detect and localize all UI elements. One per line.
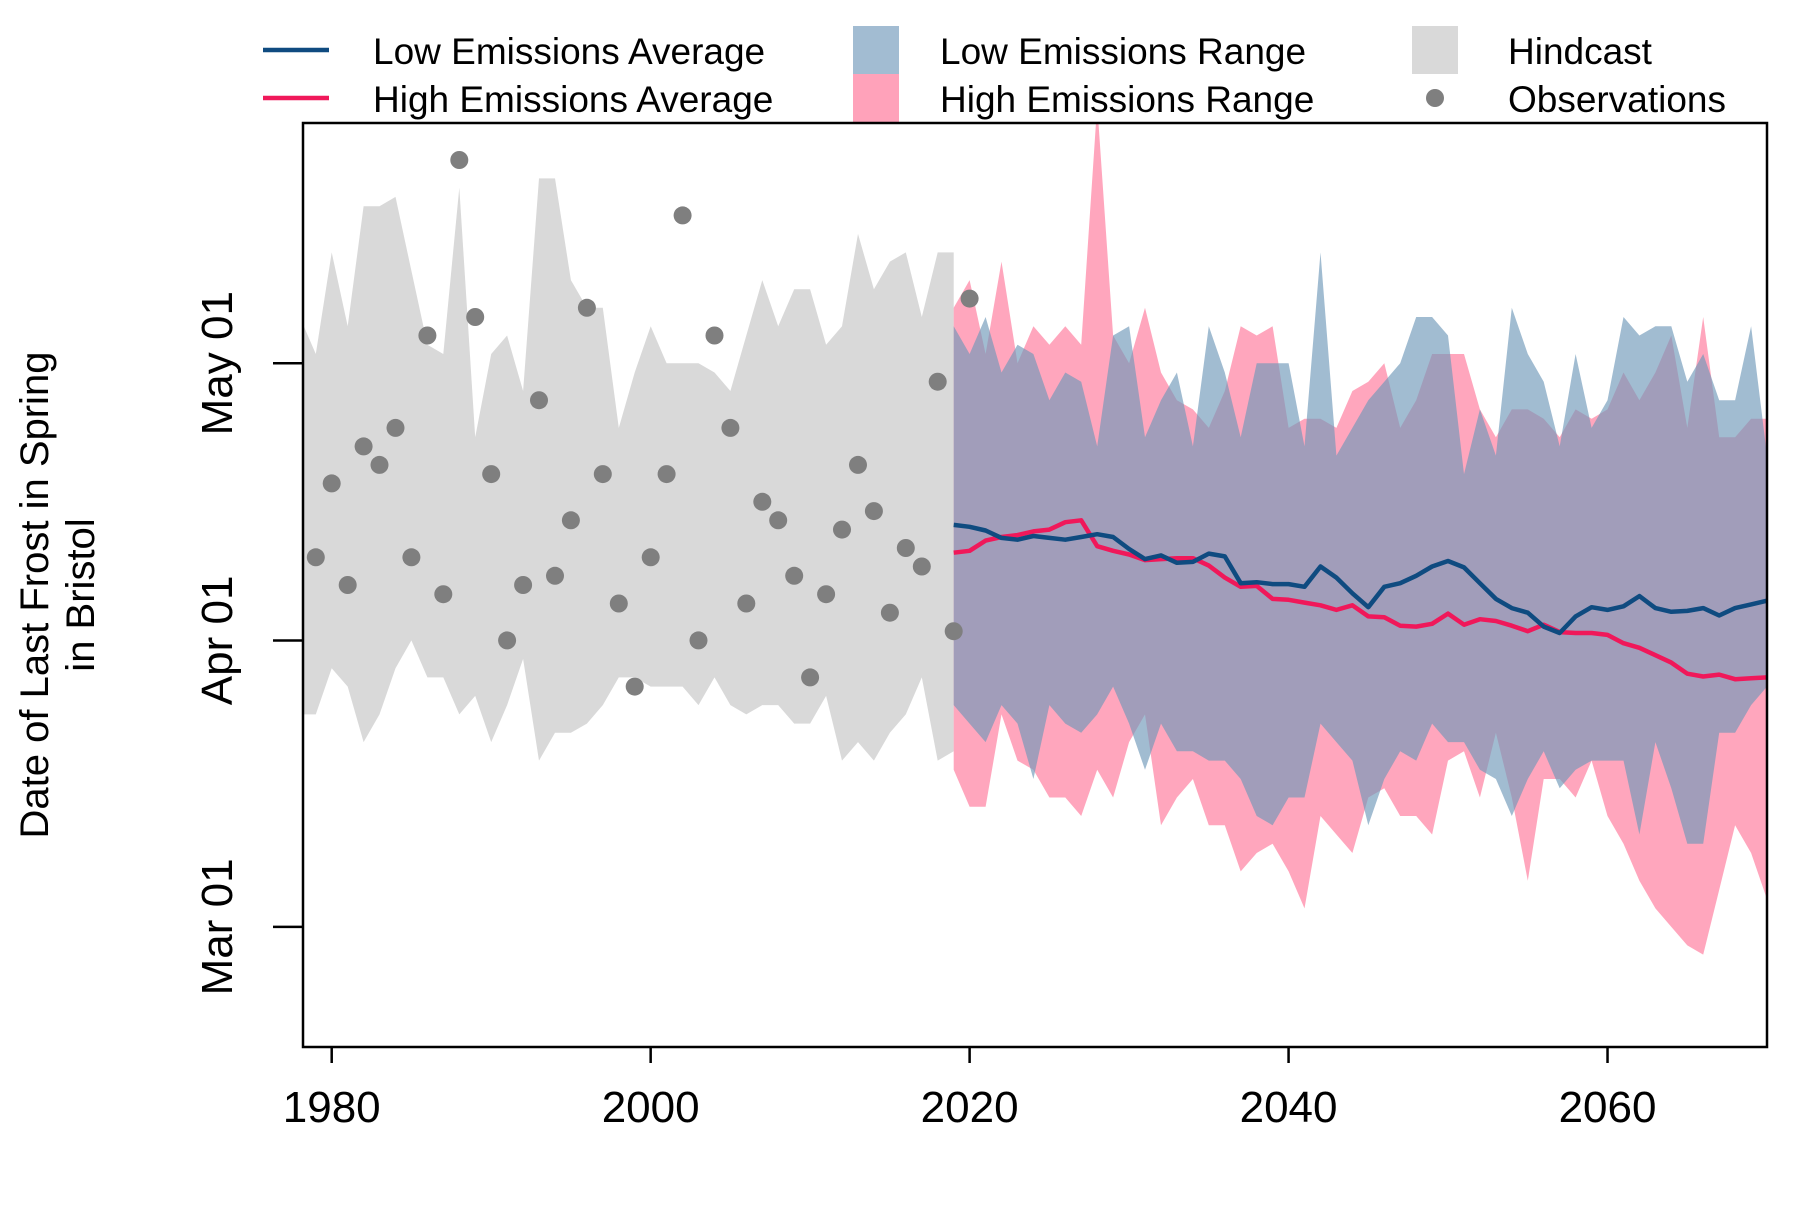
observation-point <box>849 455 867 474</box>
observation-point <box>418 326 437 345</box>
legend-swatch-box <box>853 74 899 122</box>
y-axis-title-line: in Bristol <box>59 518 103 671</box>
observation-point <box>386 418 405 437</box>
y-axis-title: Date of Last Frost in Springin Bristol <box>13 352 103 839</box>
legend-swatch-dot <box>1426 89 1444 107</box>
observations-layer <box>306 151 979 696</box>
observation-point <box>673 206 692 225</box>
y-tick-label: Apr 01 <box>193 576 242 706</box>
observation-point <box>466 308 485 326</box>
observation-point <box>514 576 533 594</box>
legend-label: Low Emissions Average <box>373 31 765 72</box>
observation-point <box>577 298 596 317</box>
legend-swatch-box <box>1412 26 1458 74</box>
observation-point <box>896 539 915 557</box>
observation-point <box>530 391 548 410</box>
legend-label: High Emissions Range <box>940 79 1314 120</box>
observation-point <box>880 603 899 622</box>
observation-point <box>546 566 564 585</box>
observation-point <box>769 511 788 530</box>
x-tick-label: 2020 <box>921 1083 1019 1132</box>
observation-point <box>625 677 644 696</box>
observation-point <box>944 622 963 641</box>
y-tick-label: Mar 01 <box>193 858 242 995</box>
x-tick-label: 2060 <box>1559 1083 1657 1132</box>
observation-point <box>370 455 389 474</box>
legend-label: Hindcast <box>1508 31 1653 72</box>
low-emissions-range-band <box>953 252 1767 844</box>
observation-point <box>912 557 931 576</box>
x-axis: 1980 2000 2020 2040 2060 <box>283 1047 1657 1132</box>
observation-point <box>689 631 708 650</box>
observation-point <box>354 437 373 456</box>
legend-label: High Emissions Average <box>373 79 773 120</box>
observation-point <box>928 372 947 391</box>
observation-point <box>450 151 469 169</box>
observation-point <box>306 548 325 567</box>
legend-swatch-box <box>853 26 899 74</box>
observation-point <box>593 465 612 484</box>
observation-point <box>434 585 453 604</box>
hindcast-band <box>303 178 954 761</box>
observation-point <box>801 668 820 687</box>
x-tick-label: 2040 <box>1240 1083 1338 1132</box>
legend: Low Emissions Average High Emissions Aver… <box>263 26 1726 122</box>
observation-point <box>338 576 357 594</box>
observation-point <box>721 418 740 437</box>
x-tick-label: 1980 <box>283 1083 381 1132</box>
hindcast-layer <box>303 178 954 761</box>
legend-label: Low Emissions Range <box>940 31 1306 72</box>
observation-point <box>482 465 501 484</box>
range-layer <box>953 123 1767 955</box>
plot-area <box>303 123 1767 955</box>
legend-label: Observations <box>1508 79 1726 120</box>
observation-point <box>609 594 628 613</box>
high-emissions-average-line <box>953 518 1767 682</box>
observation-point <box>785 566 804 585</box>
observation-point <box>817 585 836 604</box>
observation-point <box>322 474 341 493</box>
y-axis-title-line: Date of Last Frost in Spring <box>13 352 57 839</box>
observation-point <box>737 594 756 613</box>
observation-point <box>705 326 724 345</box>
y-tick-label: May 01 <box>193 291 242 435</box>
observation-point <box>864 502 883 521</box>
observation-point <box>641 548 660 567</box>
observation-point <box>657 465 676 484</box>
average-lines-layer <box>953 518 1767 682</box>
observation-point <box>498 631 517 650</box>
observation-point <box>753 492 772 511</box>
observation-point <box>960 289 979 308</box>
observation-point <box>561 511 580 530</box>
x-tick-label: 2000 <box>602 1083 700 1132</box>
y-axis: Mar 01 Apr 01 May 01 <box>193 291 303 995</box>
observation-point <box>402 548 421 567</box>
low-emissions-average-line <box>953 522 1767 636</box>
plot-frame <box>301 121 1769 1049</box>
observation-point <box>833 520 851 539</box>
